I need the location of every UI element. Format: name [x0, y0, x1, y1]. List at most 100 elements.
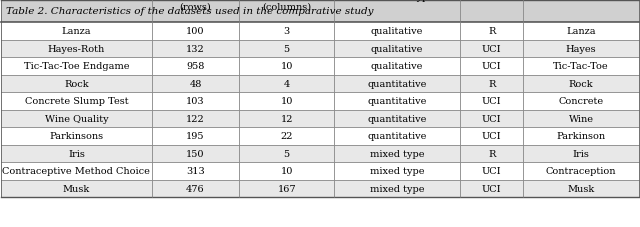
- Text: Rock: Rock: [64, 79, 89, 88]
- Text: Musk: Musk: [63, 184, 90, 193]
- Text: 3: 3: [284, 27, 290, 36]
- Text: Number of
attributes
(columns): Number of attributes (columns): [260, 0, 314, 12]
- Text: Tic-Tac-Toe: Tic-Tac-Toe: [554, 62, 609, 71]
- Text: Concrete: Concrete: [559, 97, 604, 106]
- Bar: [239, 75, 334, 93]
- Text: Hayes-Roth: Hayes-Roth: [48, 44, 105, 54]
- Bar: [1, 93, 152, 110]
- Bar: [460, 75, 524, 93]
- Text: mixed type: mixed type: [370, 184, 424, 193]
- Text: Iris: Iris: [573, 149, 589, 158]
- Text: Iris: Iris: [68, 149, 85, 158]
- Text: Table 2. Characteristics of the datasets used in the comparative study: Table 2. Characteristics of the datasets…: [6, 7, 374, 16]
- Bar: [460, 145, 524, 162]
- Bar: [460, 127, 524, 145]
- Text: Parkinson: Parkinson: [557, 132, 605, 141]
- Bar: [334, 23, 460, 40]
- Text: 5: 5: [284, 149, 290, 158]
- Text: Source: Source: [474, 0, 509, 2]
- Text: Datasets: Datasets: [55, 0, 98, 2]
- Text: UCI: UCI: [482, 132, 502, 141]
- Text: Abbreviation: Abbreviation: [549, 0, 613, 2]
- Bar: [524, 75, 639, 93]
- Bar: [152, 180, 239, 197]
- Bar: [524, 145, 639, 162]
- Bar: [1, 110, 152, 127]
- Text: Wine: Wine: [569, 114, 594, 123]
- Bar: [460, 180, 524, 197]
- Bar: [1, 23, 152, 40]
- Text: Tic-Tac-Toe Endgame: Tic-Tac-Toe Endgame: [24, 62, 129, 71]
- Bar: [1, 40, 152, 58]
- Bar: [460, 58, 524, 75]
- Bar: [1, 58, 152, 75]
- Bar: [239, 127, 334, 145]
- Bar: [1, 145, 152, 162]
- Text: Lanza: Lanza: [61, 27, 91, 36]
- Text: mixed type: mixed type: [370, 149, 424, 158]
- Text: 103: 103: [186, 97, 205, 106]
- Text: UCI: UCI: [482, 184, 502, 193]
- Text: Number of
records
(rows): Number of records (rows): [169, 0, 222, 12]
- Bar: [334, 127, 460, 145]
- Bar: [334, 145, 460, 162]
- Bar: [524, 93, 639, 110]
- Bar: [239, 23, 334, 40]
- Text: 10: 10: [280, 62, 293, 71]
- Text: Hayes: Hayes: [566, 44, 596, 54]
- Bar: [152, 93, 239, 110]
- Bar: [524, 58, 639, 75]
- Bar: [152, 58, 239, 75]
- Bar: [334, 162, 460, 180]
- Text: 5: 5: [284, 44, 290, 54]
- Bar: [239, 58, 334, 75]
- Text: R: R: [488, 79, 495, 88]
- Text: 195: 195: [186, 132, 205, 141]
- Bar: [152, 0, 239, 23]
- Bar: [239, 40, 334, 58]
- Bar: [524, 180, 639, 197]
- Bar: [334, 93, 460, 110]
- Text: qualitative: qualitative: [371, 44, 423, 54]
- Bar: [239, 162, 334, 180]
- Bar: [460, 93, 524, 110]
- Text: 132: 132: [186, 44, 205, 54]
- Bar: [1, 180, 152, 197]
- Bar: [1, 75, 152, 93]
- Bar: [524, 23, 639, 40]
- Text: 958: 958: [186, 62, 205, 71]
- Bar: [152, 110, 239, 127]
- Bar: [524, 0, 639, 23]
- Text: Contraceptive Method Choice: Contraceptive Method Choice: [3, 167, 150, 175]
- Text: quantitative: quantitative: [367, 79, 427, 88]
- Text: UCI: UCI: [482, 97, 502, 106]
- Bar: [460, 162, 524, 180]
- Text: UCI: UCI: [482, 114, 502, 123]
- Text: quantitative: quantitative: [367, 132, 427, 141]
- Bar: [334, 0, 460, 23]
- Bar: [239, 0, 334, 23]
- Bar: [334, 40, 460, 58]
- Bar: [524, 127, 639, 145]
- Text: Wine Quality: Wine Quality: [45, 114, 108, 123]
- Bar: [460, 23, 524, 40]
- Bar: [334, 180, 460, 197]
- Text: UCI: UCI: [482, 44, 502, 54]
- Bar: [152, 40, 239, 58]
- Bar: [239, 180, 334, 197]
- Bar: [1, 127, 152, 145]
- Text: UCI: UCI: [482, 62, 502, 71]
- Bar: [152, 75, 239, 93]
- Bar: [334, 110, 460, 127]
- Text: UCI: UCI: [482, 167, 502, 175]
- Text: 4: 4: [284, 79, 290, 88]
- Bar: [524, 110, 639, 127]
- Text: 122: 122: [186, 114, 205, 123]
- Text: R: R: [488, 149, 495, 158]
- Text: quantitative: quantitative: [367, 97, 427, 106]
- Text: Rock: Rock: [569, 79, 593, 88]
- Text: R: R: [488, 27, 495, 36]
- Text: 22: 22: [280, 132, 293, 141]
- Text: Lanza: Lanza: [566, 27, 596, 36]
- Text: 476: 476: [186, 184, 205, 193]
